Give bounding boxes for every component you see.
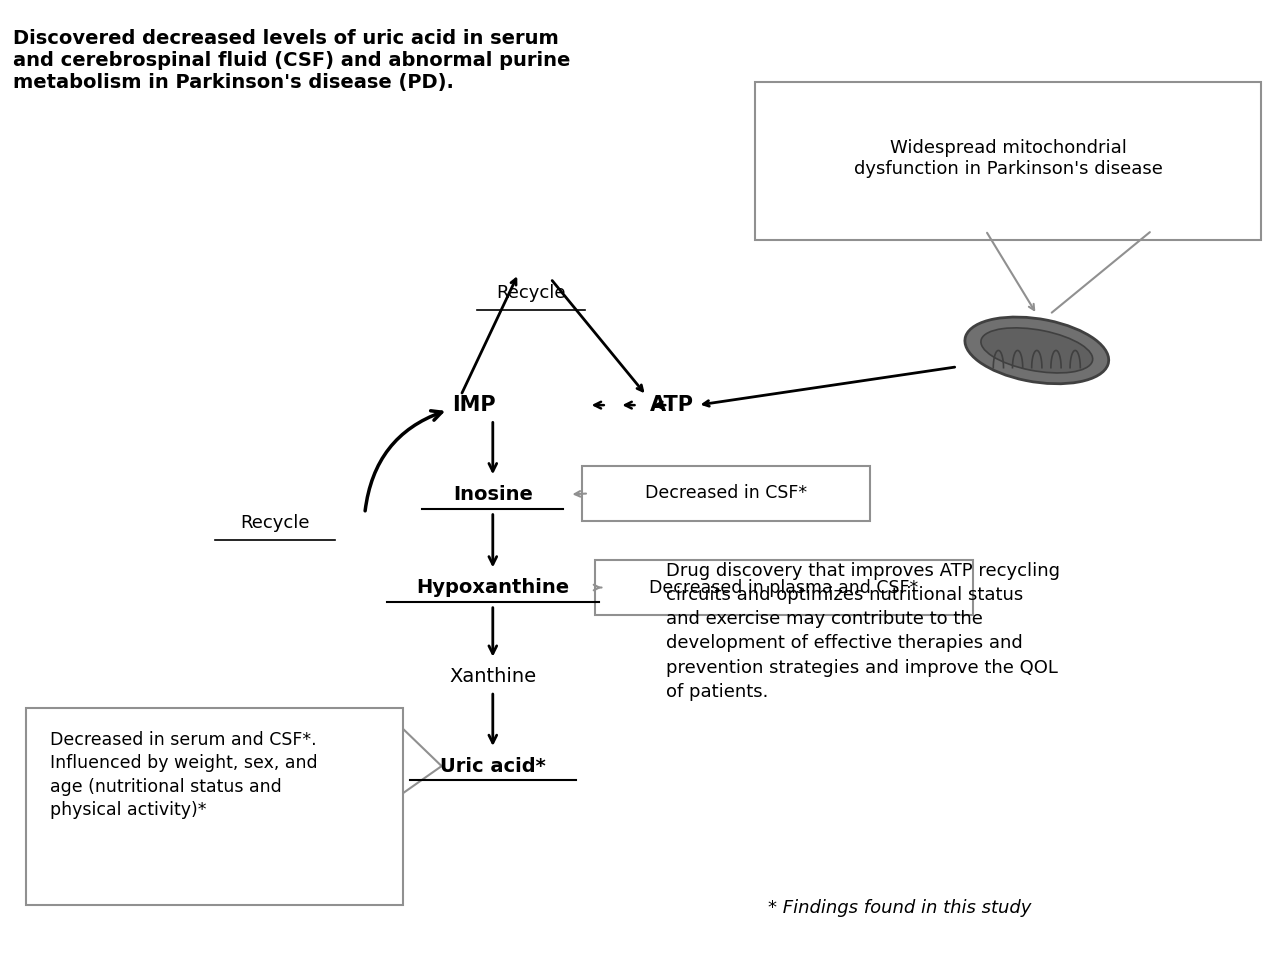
Text: Recycle: Recycle <box>241 515 310 532</box>
Text: Decreased in CSF*: Decreased in CSF* <box>645 485 808 502</box>
Text: IMP: IMP <box>452 396 495 415</box>
Text: Widespread mitochondrial
dysfunction in Parkinson's disease: Widespread mitochondrial dysfunction in … <box>854 139 1164 178</box>
FancyBboxPatch shape <box>582 466 870 521</box>
FancyBboxPatch shape <box>755 82 1261 240</box>
Text: Recycle: Recycle <box>497 284 566 301</box>
Text: Uric acid*: Uric acid* <box>440 756 545 776</box>
Text: Drug discovery that improves ATP recycling
circuits and optimizes nutritional st: Drug discovery that improves ATP recycli… <box>666 562 1060 701</box>
Ellipse shape <box>965 317 1108 384</box>
Text: * Findings found in this study: * Findings found in this study <box>768 899 1032 917</box>
Text: Inosine: Inosine <box>453 485 532 504</box>
Text: Decreased in plasma and CSF*: Decreased in plasma and CSF* <box>649 579 919 596</box>
FancyBboxPatch shape <box>26 708 403 905</box>
Text: Hypoxanthine: Hypoxanthine <box>416 578 570 597</box>
Text: Discovered decreased levels of uric acid in serum
and cerebrospinal fluid (CSF) : Discovered decreased levels of uric acid… <box>13 29 570 92</box>
Text: ATP: ATP <box>650 396 694 415</box>
Text: Xanthine: Xanthine <box>449 667 536 686</box>
FancyBboxPatch shape <box>595 560 973 615</box>
Ellipse shape <box>980 328 1093 372</box>
Text: Decreased in serum and CSF*.
Influenced by weight, sex, and
age (nutritional sta: Decreased in serum and CSF*. Influenced … <box>50 731 317 819</box>
